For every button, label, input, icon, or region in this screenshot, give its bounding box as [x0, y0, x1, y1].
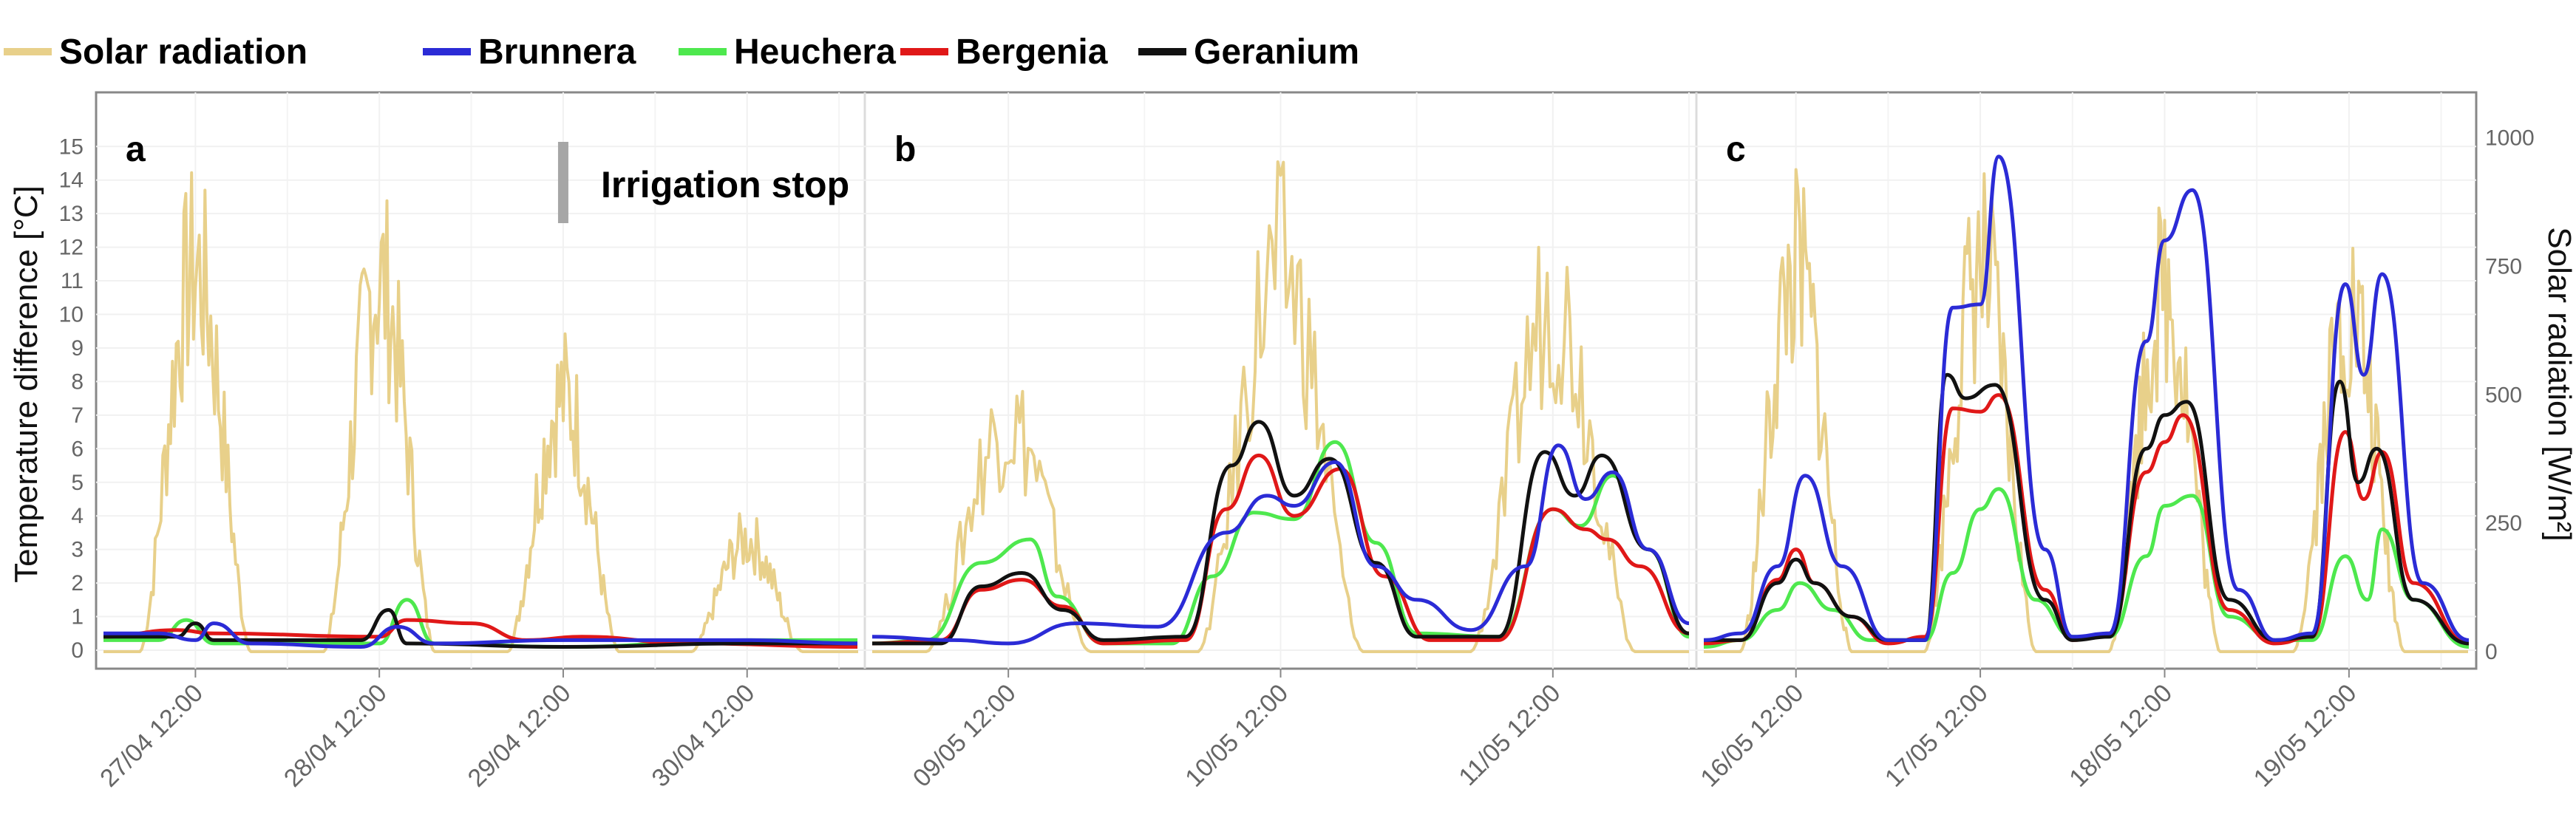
y-tick-left-label: 15 — [59, 134, 84, 159]
y-tick-left-label: 11 — [61, 269, 84, 293]
y-tick-left-label: 3 — [71, 538, 84, 562]
legend-label-geranium: Geranium — [1194, 33, 1359, 72]
series-brunnera — [871, 443, 1690, 646]
y-tick-right-label: 750 — [2485, 254, 2522, 279]
x-tick-label: 11/05 12:00 — [1453, 679, 1566, 791]
y-tick-left-label: 14 — [59, 168, 84, 193]
y-tick-left-label: 9 — [71, 336, 84, 361]
annotation-group: Irrigation stop — [557, 142, 849, 223]
plot-frame-group — [95, 91, 2478, 670]
x-tick-label: 09/05 12:00 — [908, 679, 1022, 793]
y-tick-right-label: 500 — [2485, 383, 2522, 407]
panel-c: c — [1696, 92, 2476, 669]
panel-label-c: c — [1726, 130, 1746, 169]
panels-group: a b c — [96, 92, 2476, 669]
y-tick-left-label: 5 — [71, 471, 84, 495]
plot-frame — [95, 91, 2478, 670]
panel-a: a — [96, 92, 865, 669]
y-tick-left-label: 6 — [71, 437, 84, 461]
y-tick-left-label: 7 — [71, 403, 84, 428]
y-tick-left-label: 12 — [59, 236, 84, 260]
y-tick-right-label: 0 — [2485, 640, 2498, 664]
x-tick-label: 27/04 12:00 — [95, 679, 208, 793]
y-axis-title-left: Temperature difference [°C] — [8, 185, 44, 583]
x-tick-label: 19/05 12:00 — [2249, 679, 2362, 793]
y-axis-title-right: Solar radiation [W/m²] — [2541, 227, 2576, 541]
panel-label-a: a — [126, 130, 146, 169]
legend: Solar radiation Brunnera Heuchera Bergen… — [4, 33, 1359, 72]
y-tick-left-label: 4 — [71, 504, 84, 528]
y-tick-right-label: 250 — [2485, 511, 2522, 536]
y-tick-left-label: 8 — [71, 369, 84, 394]
y-tick-left-label: 0 — [71, 638, 84, 663]
legend-label-solar-radiation: Solar radiation — [59, 33, 307, 72]
x-tick-label: 28/04 12:00 — [279, 679, 392, 793]
x-ticks-group: 27/04 12:00 28/04 12:00 29/04 12:00 30/04 1… — [95, 669, 2362, 793]
series-geranium — [103, 608, 857, 649]
series-bergenia — [871, 453, 1690, 646]
x-tick-label: 29/04 12:00 — [463, 679, 577, 793]
x-tick-label: 16/05 12:00 — [1695, 679, 1809, 793]
y-tick-left-label: 1 — [71, 605, 84, 630]
x-tick-label: 30/04 12:00 — [647, 679, 761, 793]
panel-label-b: b — [894, 130, 916, 169]
series-solar-radiation — [1704, 168, 2468, 653]
panel-b: b — [865, 92, 1696, 669]
legend-label-bergenia: Bergenia — [956, 33, 1108, 72]
series-geranium — [1703, 372, 2470, 646]
y-tick-left-label: 13 — [59, 202, 84, 226]
x-tick-label: 10/05 12:00 — [1180, 679, 1294, 793]
legend-label-brunnera: Brunnera — [478, 33, 636, 72]
irrigation-stop-label: Irrigation stop — [601, 164, 849, 205]
x-tick-label: 18/05 12:00 — [2064, 679, 2178, 793]
series-brunnera — [1703, 154, 2470, 642]
y-ticks-right: 0 250 500 750 1000 — [2485, 126, 2535, 665]
y-tick-left-label: 10 — [59, 303, 84, 327]
series-solar-radiation — [103, 171, 858, 653]
series-geranium — [872, 420, 1690, 646]
legend-label-heuchera: Heuchera — [734, 33, 896, 72]
y-tick-left-label: 2 — [71, 571, 84, 596]
x-tick-label: 17/05 12:00 — [1880, 679, 1994, 793]
y-tick-right-label: 1000 — [2485, 126, 2535, 151]
series-solar-radiation — [872, 160, 1689, 653]
series-brunnera — [103, 621, 858, 649]
